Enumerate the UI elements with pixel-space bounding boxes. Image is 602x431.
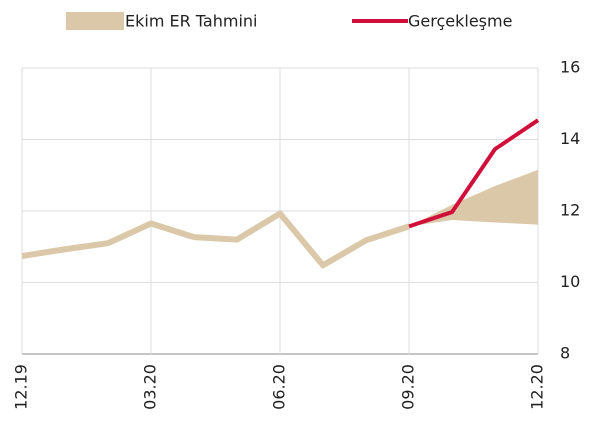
y-tick-label: 10 (560, 272, 580, 291)
x-tick-label: 12.19 (12, 364, 31, 410)
x-tick-label: 03.20 (141, 364, 160, 410)
y-tick-label: 8 (560, 344, 570, 363)
legend-label: Ekim ER Tahmini (125, 12, 258, 31)
series-line (408, 118, 540, 229)
forecast-band (409, 169, 538, 227)
y-tick-label: 16 (560, 58, 580, 77)
y-tick-label: 12 (560, 201, 580, 220)
legend-label: Gerçekleşme (408, 12, 512, 31)
x-tick-label: 09.20 (399, 364, 418, 410)
x-tick-label: 12.20 (528, 364, 547, 410)
x-tick-label: 06.20 (270, 364, 289, 410)
series-line (21, 210, 410, 269)
legend-swatch (66, 12, 124, 30)
y-tick-label: 14 (560, 129, 580, 148)
